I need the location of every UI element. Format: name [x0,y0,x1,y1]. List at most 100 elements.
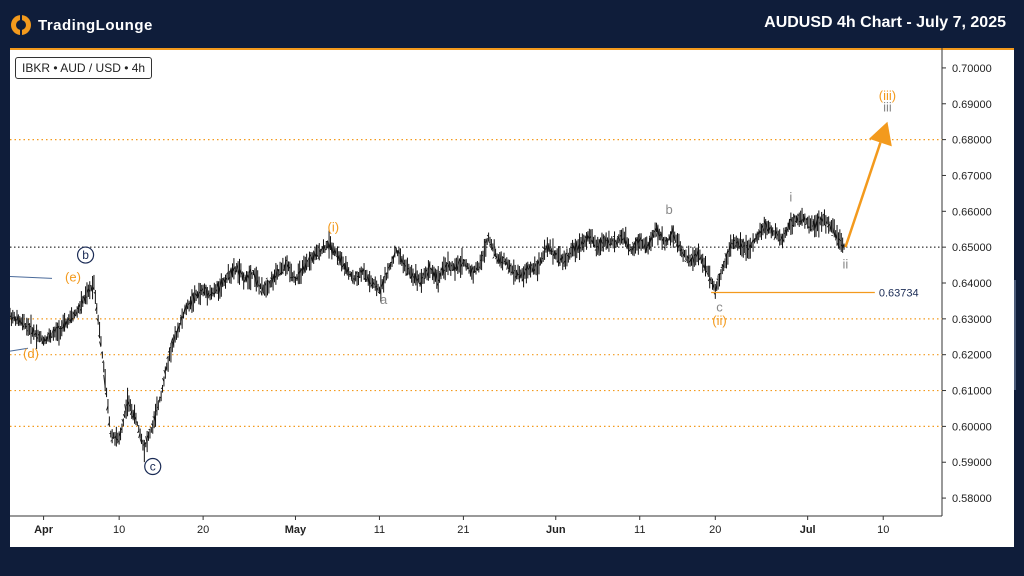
price-bar-open [41,340,44,346]
price-bar-open [45,335,49,342]
price-bar-open [633,241,636,246]
price-bar-open [145,436,148,444]
price-bar-open [559,257,562,262]
y-tick-label: 0.59000 [952,457,992,469]
price-bar-open [471,266,474,271]
price-bar-open [621,238,624,241]
price-bar-open [744,253,747,255]
price-bar-open [17,319,21,325]
price-bar-open [649,235,652,244]
price-bar-open [499,253,502,267]
price-bar-open [43,336,46,343]
price-bar-open [184,304,187,311]
price-bar-open [552,252,555,257]
price-bar-open [793,213,796,219]
price-bar-open [580,240,583,247]
price-bar-open [789,218,792,221]
price-bar-open [80,298,84,304]
price-bar-open [343,261,347,276]
price-bar-open [716,278,719,281]
price-bar-open [514,275,517,278]
price-bar-open [427,262,431,270]
price-bar-open [143,442,147,445]
price-bar-open [689,258,692,263]
y-tick-label: 0.63000 [952,314,992,326]
price-bar-open [244,274,247,283]
price-bar-open [78,303,81,308]
price-bar-open [527,267,530,271]
price-bar-open [712,282,715,289]
price-bar-open [787,219,790,232]
price-bar-open [220,278,224,287]
price-bar-open [651,232,655,238]
price-bar-open [469,267,473,276]
price-bar-open [321,245,324,251]
price-bar-open [568,255,571,258]
price-bar-open [197,291,200,299]
price-bar-open [489,243,492,246]
price-bar-open [48,331,51,342]
price-bar-open [644,246,648,254]
price-bar-open [523,270,526,277]
price-bar-open [281,272,284,274]
x-tick-label: May [285,524,307,536]
price-bar-open [767,226,771,232]
price-bar-open [626,242,629,250]
price-bar-open [416,278,419,282]
price-bar-open [807,225,810,229]
price-bar-open [114,434,117,439]
price-bar-open [15,318,18,321]
price-bar-open [739,242,743,248]
price-bar-open [700,258,704,265]
price-bar-open [706,272,709,276]
price-bar-open [628,249,631,252]
price-bar-open [733,239,736,242]
price-bar-open [10,316,14,321]
price-bar-open [525,264,529,271]
price-bar-open [573,246,576,254]
price-bar-open [301,264,305,271]
price-bar-open [260,290,263,296]
price-bar-open [229,267,232,274]
wave-label: a [380,292,388,307]
price-bar-open [636,235,639,248]
price-bar-open [688,260,691,264]
price-bar-open [68,319,71,322]
price-bar-open [439,271,442,278]
price-bar-open [836,242,839,246]
price-bar-open [699,255,702,260]
price-bar-open [563,260,566,263]
price-bar-open [82,295,85,299]
price-bar-open [134,416,137,421]
price-bar-open [279,271,282,276]
price-bar-open [162,377,165,382]
price-bar-open [510,271,513,274]
price-bar-open [274,275,277,279]
price-bar-open [604,233,607,248]
price-bar-open [13,315,16,322]
price-bar-open [110,439,113,442]
price-bar-open [341,265,344,268]
price-bar-open [838,237,841,241]
price-bar-open [597,242,600,254]
price-bar-open [380,283,383,288]
price-bar-open [509,264,512,267]
price-bar-open [204,286,207,290]
price-bar-open [66,317,70,321]
price-bar-open [532,268,536,272]
price-bar-open [485,238,488,244]
price-bar-open [64,320,67,328]
price-bar-open [367,276,371,285]
price-bar-open [413,271,417,283]
price-bar-open [504,261,508,265]
price-bar-open [69,317,72,323]
wave-label: (e) [65,270,81,285]
wave-label: i [789,189,792,204]
price-bar-open [25,325,27,328]
price-bar-open [745,244,748,247]
price-bar-open [297,270,301,275]
price-bar-open [219,278,222,288]
price-bar-open [303,264,306,273]
price-bar-open [500,261,503,264]
price-bar-open [187,302,190,306]
